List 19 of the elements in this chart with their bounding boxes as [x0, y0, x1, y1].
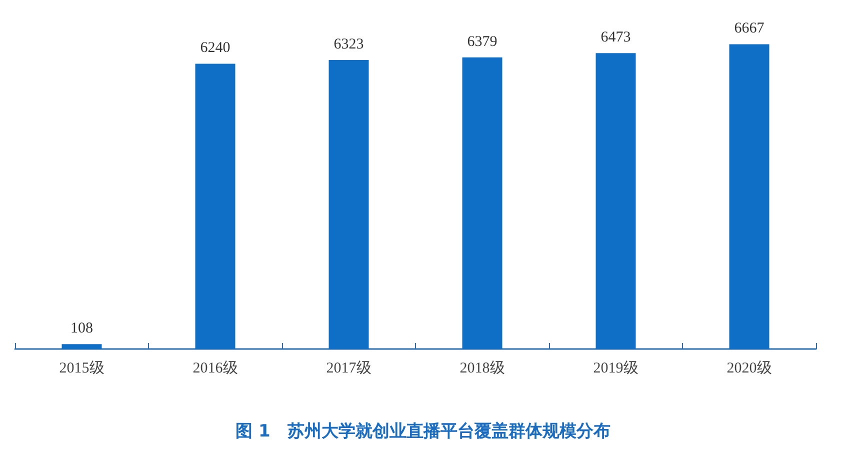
x-tick-label: 2018级	[460, 360, 505, 376]
x-tick-label: 2019级	[593, 360, 638, 376]
data-label: 6473	[600, 30, 631, 46]
bar	[462, 57, 502, 349]
bar	[596, 53, 636, 349]
data-label: 6323	[334, 36, 364, 52]
bar	[729, 44, 770, 349]
bar	[328, 60, 369, 349]
bar	[62, 344, 102, 349]
x-tick-label: 2017级	[326, 360, 372, 376]
data-label: 6667	[734, 20, 765, 37]
bar	[195, 64, 236, 349]
x-tick-label: 2015级	[59, 360, 104, 376]
text: 图 1 苏州大学就创业直播平台覆盖群体规模分布	[236, 420, 610, 442]
data-label: 6240	[200, 40, 230, 56]
data-label: 108	[70, 320, 93, 337]
x-tick-label: 2020级	[726, 360, 772, 376]
x-tick-label: 2016级	[192, 360, 238, 376]
data-label: 6379	[467, 34, 498, 50]
